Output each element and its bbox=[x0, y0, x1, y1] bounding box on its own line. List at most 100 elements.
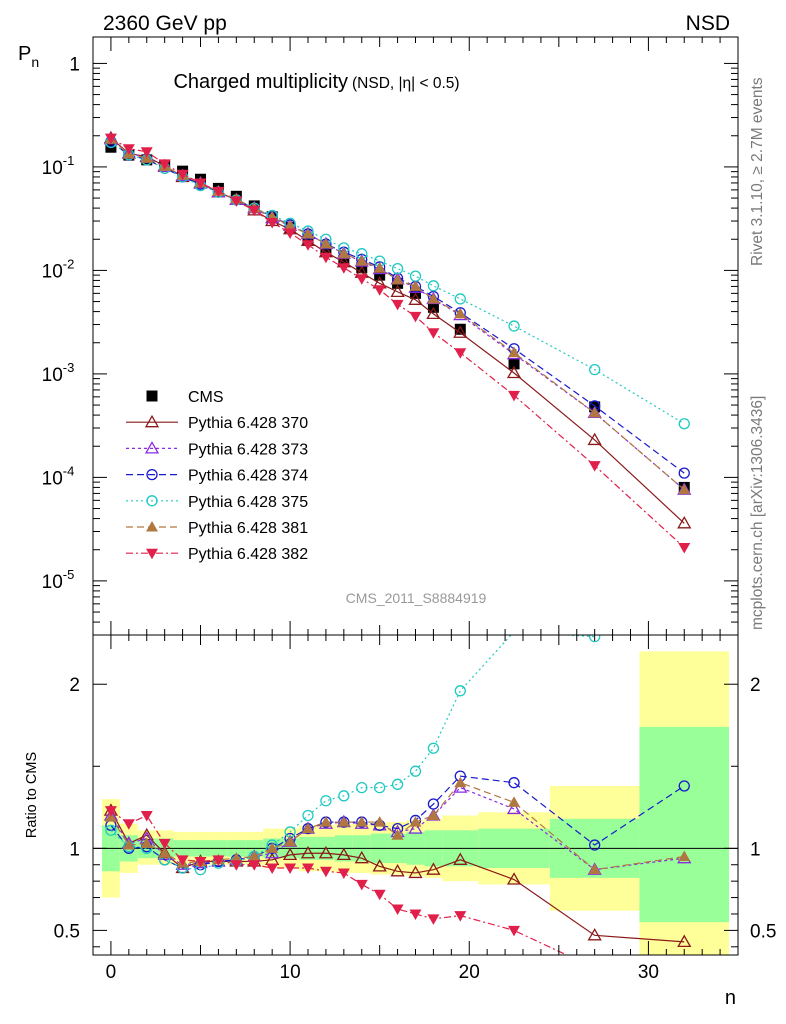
main-data-point bbox=[508, 346, 521, 358]
ratio-y-tick-label-right: 1 bbox=[750, 839, 761, 860]
x-tick-label: 30 bbox=[638, 962, 659, 983]
main-data-point bbox=[678, 467, 690, 479]
ratio-data-point bbox=[140, 837, 153, 848]
legend-label: Pythia 6.428 382 bbox=[188, 546, 308, 563]
ratio-data-point bbox=[678, 850, 691, 862]
energy-label: 2360 GeV pp bbox=[103, 12, 227, 35]
x-tick-label: 20 bbox=[459, 962, 480, 983]
main-data-point bbox=[678, 418, 690, 430]
ratio-data-point bbox=[427, 798, 440, 810]
ratio-data-point bbox=[158, 847, 171, 858]
legend-label: Pythia 6.428 374 bbox=[188, 468, 308, 485]
main-y-ticks: 10-5 10-4 10-3 10-2 10-1 1 bbox=[42, 54, 738, 636]
main-data-point bbox=[508, 390, 521, 402]
ratio-data-point bbox=[336, 847, 351, 861]
main-data-point bbox=[391, 273, 404, 285]
main-data-point bbox=[122, 144, 135, 155]
ratio-data-point bbox=[320, 795, 332, 807]
main-data-point bbox=[230, 196, 243, 207]
ratio-uncertainty-bands bbox=[101, 651, 730, 955]
ratio-data-point bbox=[212, 855, 225, 866]
legend-entry: Pythia 6.428 381 bbox=[126, 520, 308, 537]
main-data-point bbox=[409, 311, 422, 323]
main-data-point bbox=[454, 307, 467, 319]
legend-marker bbox=[144, 414, 160, 428]
main-data-point bbox=[337, 263, 350, 274]
main-data-point bbox=[589, 363, 601, 376]
main-data-point bbox=[508, 358, 520, 370]
ratio-data-point bbox=[391, 829, 404, 840]
main-data-point bbox=[427, 292, 440, 304]
main-data-point bbox=[390, 284, 405, 298]
ratio-data-point bbox=[355, 879, 368, 891]
ratio-y-ticks: 0.5 0.5 1 1 2 2 bbox=[54, 675, 776, 948]
ratio-data-point bbox=[105, 824, 117, 836]
main-data-point bbox=[140, 147, 153, 158]
legend-label: CMS bbox=[188, 389, 224, 406]
ratio-y-tick-label: 2 bbox=[69, 675, 80, 696]
main-data-point bbox=[426, 306, 441, 320]
ratio-data-point bbox=[427, 914, 440, 925]
ratio-series-line bbox=[110, 810, 685, 943]
main-data-point bbox=[454, 323, 466, 335]
main-data-point bbox=[284, 219, 297, 231]
x-tick-label: 10 bbox=[280, 962, 301, 983]
main-data-point bbox=[212, 186, 225, 198]
ratio-data-point bbox=[508, 777, 520, 789]
plot-subtitle: (NSD, |η| < 0.5) bbox=[352, 75, 460, 92]
ratio-data-point bbox=[408, 821, 423, 834]
ratio-data-point bbox=[122, 819, 135, 830]
ratio-data-point bbox=[409, 909, 422, 920]
main-data-point bbox=[408, 292, 423, 305]
main-data-point bbox=[391, 299, 404, 311]
main-data-point bbox=[678, 483, 691, 495]
ratio-data-point bbox=[302, 822, 314, 834]
legend-marker bbox=[146, 390, 158, 402]
ratio-data-point bbox=[194, 856, 207, 868]
ratio-data-point bbox=[230, 852, 243, 863]
ratio-data-point bbox=[230, 860, 243, 871]
legend-marker bbox=[146, 468, 158, 481]
ratio-data-point bbox=[427, 809, 440, 821]
ratio-y-tick-label-right: 0.5 bbox=[750, 921, 776, 942]
main-data-point bbox=[373, 285, 386, 296]
ratio-data-point bbox=[372, 859, 387, 872]
ratio-data-point bbox=[122, 839, 135, 850]
main-data-point bbox=[373, 262, 386, 273]
ratio-data-point bbox=[678, 780, 690, 792]
ratio-data-point bbox=[282, 847, 298, 861]
main-data-point bbox=[678, 543, 691, 554]
main-data-point bbox=[338, 254, 350, 266]
main-y-axis-label-subscript: n bbox=[31, 54, 39, 70]
main-y-tick-label: 10-1 bbox=[42, 153, 75, 179]
main-data-point bbox=[302, 227, 314, 239]
main-data-point bbox=[319, 237, 332, 249]
main-data-point bbox=[453, 325, 468, 338]
ratio-y-tick-label-right: 2 bbox=[750, 675, 761, 696]
main-data-point bbox=[677, 516, 692, 529]
ratio-data-point bbox=[589, 839, 601, 851]
ratio-data-point bbox=[373, 889, 386, 901]
ratio-data-point bbox=[454, 911, 467, 922]
stat-band bbox=[639, 726, 730, 923]
legend-entry: Pythia 6.428 374 bbox=[126, 468, 308, 485]
main-series-line bbox=[110, 141, 685, 474]
process-label: NSD bbox=[686, 12, 730, 35]
main-data-point bbox=[104, 133, 117, 145]
ratio-data-point bbox=[302, 863, 314, 875]
main-y-tick-label: 10-2 bbox=[42, 256, 75, 282]
ratio-data-point bbox=[677, 934, 692, 948]
ratio-data-point bbox=[356, 781, 368, 794]
main-data-point bbox=[176, 169, 189, 181]
main-y-axis-label-base: P bbox=[18, 43, 31, 65]
legend-marker bbox=[144, 441, 160, 454]
ratio-data-point bbox=[390, 863, 405, 877]
main-data-point bbox=[427, 280, 440, 292]
ratio-data-point bbox=[300, 845, 316, 859]
x-tick-label: 0 bbox=[106, 962, 117, 983]
ratio-data-point bbox=[409, 765, 422, 777]
main-y-tick-label: 10-5 bbox=[42, 567, 75, 593]
main-data-point bbox=[248, 205, 261, 217]
ratio-data-point bbox=[426, 862, 441, 875]
legend-entry: Pythia 6.428 373 bbox=[126, 441, 308, 458]
